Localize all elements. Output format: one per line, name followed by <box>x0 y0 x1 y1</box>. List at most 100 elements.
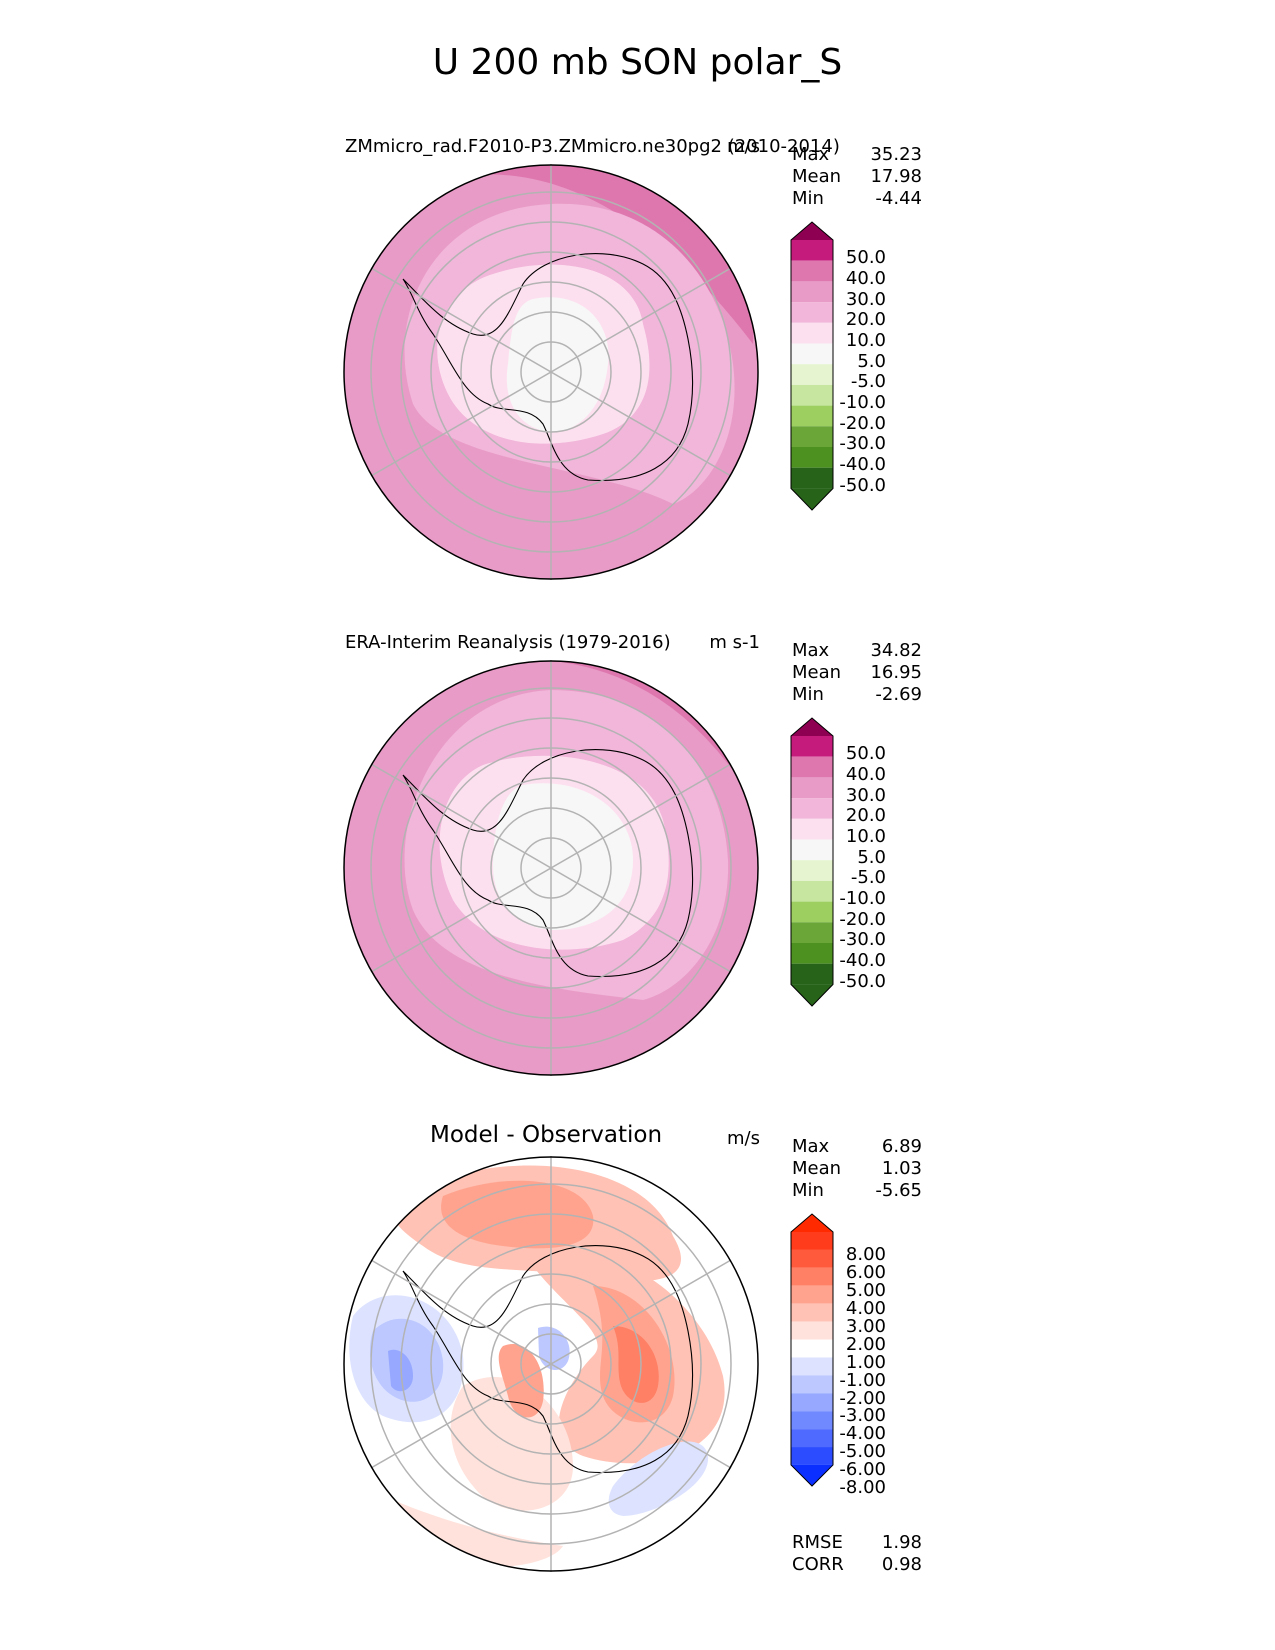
figure-title: U 200 mb SON polar_S <box>432 42 843 83</box>
stat-label: Min <box>792 188 824 209</box>
jet-core-band <box>423 165 758 344</box>
colorbar-tick-label: 30.0 <box>845 289 886 310</box>
colorbar-segment <box>791 467 833 489</box>
negative-anomaly-southeast <box>608 1441 709 1516</box>
colorbar-tick-label: 40.0 <box>845 764 886 785</box>
colorbar-tick-label: -6.00 <box>839 1459 886 1480</box>
colorbar-segment <box>791 405 833 427</box>
negative-anomaly-pole <box>538 1326 570 1371</box>
stat-label: Max <box>792 1136 830 1157</box>
panel-3-map <box>343 1156 759 1572</box>
stat-value: 35.23 <box>870 144 922 165</box>
colorbar-tick-label: -1.00 <box>839 1370 886 1391</box>
colorbar-segment <box>791 1303 833 1322</box>
panel-2-stats: Max 34.82 Mean 16.95 Min -2.69 <box>792 640 922 706</box>
stat-value: -2.69 <box>875 684 922 705</box>
colorbar-segment <box>791 1375 833 1394</box>
colorbar-triangle-top <box>791 1214 833 1232</box>
colorbar-tick-label: -40.0 <box>839 950 886 971</box>
panel-1-colorbar <box>790 221 834 511</box>
colorbar-tick-label: -5.0 <box>850 867 886 888</box>
colorbar-segment <box>791 756 833 778</box>
stat-value: 1.03 <box>881 1158 922 1179</box>
colorbar-tick-label: 5.00 <box>845 1280 886 1301</box>
colorbar-tick-label: -40.0 <box>839 454 886 475</box>
stat-label: Min <box>792 1180 824 1201</box>
colorbar-outline <box>790 717 834 1007</box>
colorbar-tick-label: -2.00 <box>839 1388 886 1409</box>
positive-anomaly-south <box>450 1377 573 1511</box>
colorbar-tick-label: -10.0 <box>839 392 886 413</box>
colorbar-segment <box>791 922 833 943</box>
colorbar-triangle-bottom <box>791 488 833 510</box>
colorbar-segment <box>791 943 833 964</box>
colorbar-tick-label: 40.0 <box>845 268 886 289</box>
colorbar-segment <box>791 322 833 344</box>
colorbar-segment <box>791 343 833 365</box>
panel-3-units: m/s <box>727 1128 760 1149</box>
field-band-5 <box>493 783 633 930</box>
colorbar-segment <box>791 447 833 468</box>
colorbar-tick-label: -50.0 <box>839 971 886 992</box>
colorbar-tick-label: 5.0 <box>857 847 886 868</box>
metric-value: 1.98 <box>881 1532 922 1553</box>
colorbar-segment <box>791 1429 833 1448</box>
colorbar-tick-label: 8.00 <box>845 1244 886 1265</box>
colorbar-tick-label: -8.00 <box>839 1477 886 1498</box>
stat-value: 17.98 <box>870 166 922 187</box>
colorbar-segment <box>791 384 833 406</box>
colorbar-triangle-bottom <box>791 984 833 1006</box>
colorbar-segment <box>791 364 833 385</box>
colorbar-segment <box>791 1393 833 1412</box>
colorbar-segment <box>791 777 833 799</box>
colorbar-tick-label: 5.0 <box>857 351 886 372</box>
colorbar-segment <box>791 260 833 282</box>
colorbar-tick-label: 1.00 <box>845 1352 886 1373</box>
panel-1-map <box>343 164 759 580</box>
map-boundary <box>343 1156 759 1572</box>
stat-label: Max <box>792 144 830 165</box>
colorbar-triangle-bottom <box>791 1464 833 1486</box>
positive-anomaly-east-core <box>613 1326 659 1403</box>
colorbar-tick-label: -4.00 <box>839 1423 886 1444</box>
colorbar-segment <box>791 240 833 261</box>
colorbar-tick-label: 20.0 <box>845 309 886 330</box>
colorbar-tick-label: 50.0 <box>845 247 886 268</box>
colorbar-triangle-top <box>791 222 833 240</box>
panel-2-colorbar <box>790 717 834 1007</box>
colorbar-segment <box>791 1447 833 1465</box>
metric-value: 0.98 <box>881 1554 922 1575</box>
panel-3-title: Model - Observation <box>430 1122 663 1148</box>
colorbar-tick-label: 20.0 <box>845 805 886 826</box>
panel-2-title: ERA-Interim Reanalysis (1979-2016) <box>345 632 671 653</box>
stat-value: 6.89 <box>881 1136 922 1157</box>
panel-3-colorbar <box>790 1213 834 1487</box>
panel-1-title: ZMmicro_rad.F2010-P3.ZMmicro.ne30pg2 (20… <box>345 136 840 157</box>
colorbar-segment <box>791 1411 833 1430</box>
metric-label: RMSE <box>792 1532 843 1553</box>
colorbar-segment <box>791 426 833 447</box>
colorbar-tick-label: -20.0 <box>839 909 886 930</box>
stat-label: Mean <box>792 1158 842 1179</box>
colorbar-tick-label: 4.00 <box>845 1298 886 1319</box>
colorbar-outline <box>790 1213 834 1487</box>
colorbar-segment <box>791 901 833 923</box>
colorbar-triangle-top <box>791 718 833 736</box>
field-band-5 <box>506 297 609 433</box>
colorbar-segment <box>791 798 833 819</box>
colorbar-segment <box>791 860 833 881</box>
panel-3-metrics: RMSE 1.98 CORR 0.98 <box>792 1532 922 1576</box>
map-boundary <box>343 660 759 1076</box>
colorbar-segment <box>791 1321 833 1340</box>
colorbar-tick-label: -5.0 <box>850 371 886 392</box>
colorbar-tick-label: 10.0 <box>845 330 886 351</box>
stat-label: Mean <box>792 166 842 187</box>
colorbar-tick-label: 3.00 <box>845 1316 886 1337</box>
metric-label: CORR <box>792 1554 844 1575</box>
panel-1-units: m/s <box>727 136 760 157</box>
colorbar-tick-label: 10.0 <box>845 826 886 847</box>
colorbar-segment <box>791 1249 833 1268</box>
colorbar-outline <box>790 221 834 511</box>
colorbar-segment <box>791 1339 833 1358</box>
stat-label: Min <box>792 684 824 705</box>
